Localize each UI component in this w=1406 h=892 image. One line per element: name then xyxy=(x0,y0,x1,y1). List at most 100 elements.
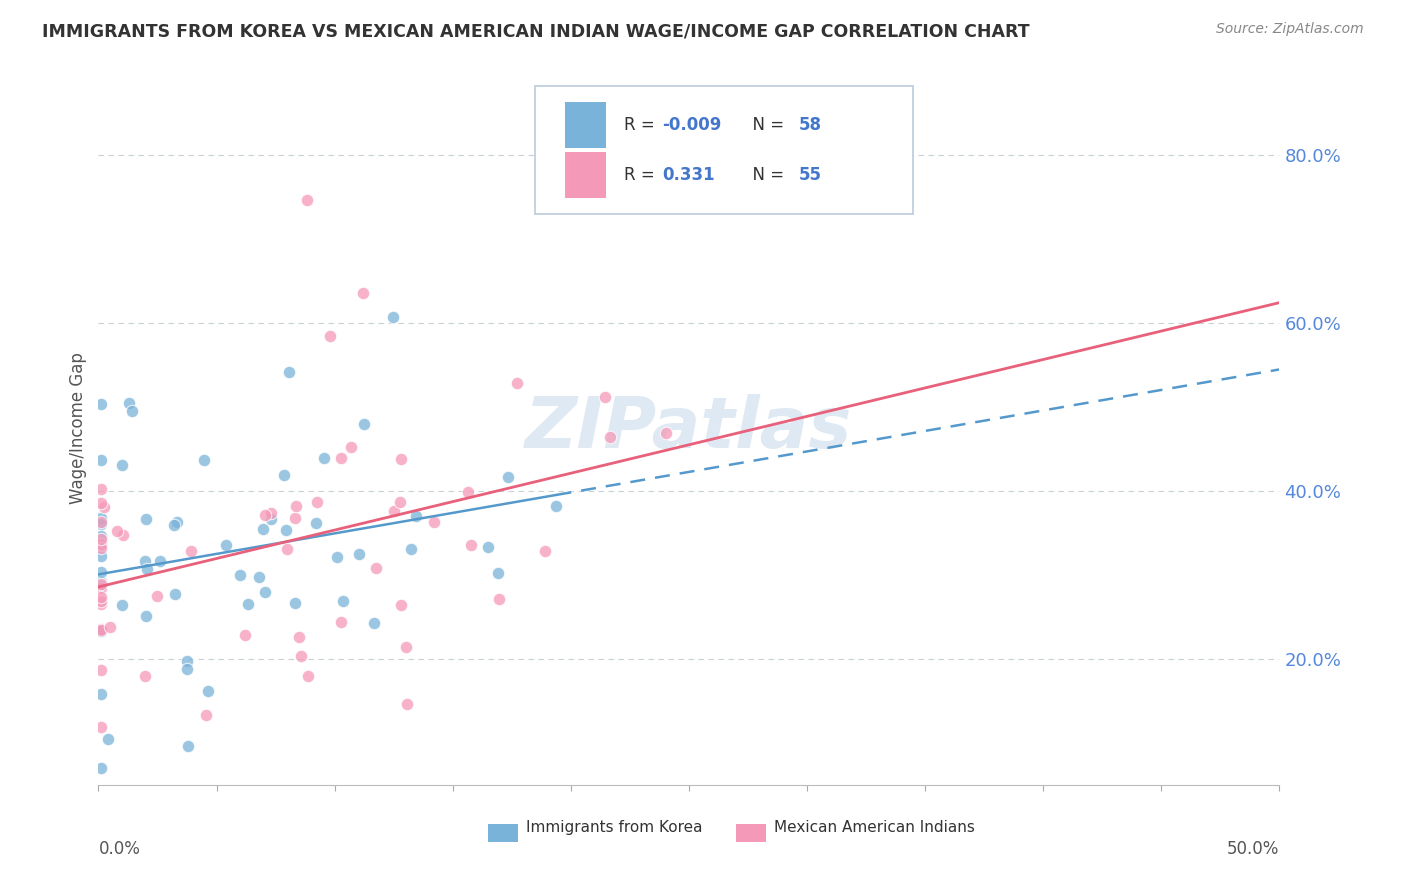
Point xyxy=(396,697,419,711)
Text: 55: 55 xyxy=(799,166,821,184)
Point xyxy=(496,470,519,484)
Point xyxy=(90,565,112,579)
Point xyxy=(486,566,509,581)
Point xyxy=(253,508,276,522)
Point xyxy=(273,468,295,483)
Point xyxy=(347,547,370,561)
Text: IMMIGRANTS FROM KOREA VS MEXICAN AMERICAN INDIAN WAGE/INCOME GAP CORRELATION CHA: IMMIGRANTS FROM KOREA VS MEXICAN AMERICA… xyxy=(42,22,1029,40)
Point xyxy=(460,537,482,551)
Point xyxy=(90,720,112,734)
Point xyxy=(339,440,361,454)
Point xyxy=(90,482,112,496)
Point xyxy=(477,540,499,554)
Point xyxy=(506,376,529,390)
Point xyxy=(382,310,405,324)
Point xyxy=(215,538,238,552)
Point xyxy=(197,683,219,698)
Point xyxy=(423,515,446,529)
Point xyxy=(290,648,312,663)
Point xyxy=(90,511,112,525)
Point xyxy=(284,596,307,610)
Point xyxy=(90,663,112,677)
Point xyxy=(353,417,375,431)
Point xyxy=(319,329,342,343)
Text: -0.009: -0.009 xyxy=(662,116,721,134)
Point xyxy=(97,731,120,746)
Point xyxy=(236,597,259,611)
Point xyxy=(90,624,112,638)
Point xyxy=(288,631,311,645)
Point xyxy=(297,669,319,683)
Point xyxy=(546,499,568,513)
Point xyxy=(162,517,184,532)
Text: 0.331: 0.331 xyxy=(662,166,714,184)
Text: Source: ZipAtlas.com: Source: ZipAtlas.com xyxy=(1216,22,1364,37)
Text: Immigrants from Korea: Immigrants from Korea xyxy=(526,821,703,835)
Point xyxy=(297,193,319,207)
Point xyxy=(193,452,215,467)
Point xyxy=(146,590,169,604)
Point xyxy=(260,512,283,526)
Point xyxy=(112,528,135,542)
Point xyxy=(90,496,112,510)
Point xyxy=(305,516,328,530)
Bar xyxy=(488,824,517,842)
Point xyxy=(314,450,336,465)
Text: R =: R = xyxy=(624,166,659,184)
Point xyxy=(90,549,112,563)
Point xyxy=(135,609,157,624)
Point xyxy=(135,512,157,526)
Bar xyxy=(565,152,606,198)
Point xyxy=(276,541,298,556)
Point xyxy=(229,568,252,582)
Text: 58: 58 xyxy=(799,116,821,134)
Point xyxy=(93,500,115,514)
Point xyxy=(105,524,128,538)
Point xyxy=(90,452,112,467)
Point xyxy=(332,594,354,608)
Text: N =: N = xyxy=(742,116,789,134)
Point xyxy=(90,622,112,636)
Point xyxy=(90,579,112,593)
Point xyxy=(98,620,121,634)
Text: Mexican American Indians: Mexican American Indians xyxy=(773,821,974,835)
Text: R =: R = xyxy=(624,116,659,134)
Point xyxy=(534,544,557,558)
Point xyxy=(284,510,307,524)
Point xyxy=(134,668,156,682)
Point xyxy=(177,739,200,753)
Point xyxy=(90,541,112,556)
Point xyxy=(90,529,112,543)
Point xyxy=(247,570,270,584)
Point xyxy=(363,615,385,630)
Point xyxy=(90,517,112,532)
Point xyxy=(90,577,112,591)
Point xyxy=(135,562,157,576)
Point xyxy=(90,591,112,605)
Point xyxy=(90,624,112,638)
Point xyxy=(166,515,188,529)
Point xyxy=(260,506,283,520)
Point xyxy=(330,450,353,465)
Point xyxy=(180,543,202,558)
Point xyxy=(252,522,274,536)
Point xyxy=(90,576,112,591)
Point xyxy=(90,515,112,529)
FancyBboxPatch shape xyxy=(536,86,914,214)
Point xyxy=(325,550,347,565)
Point xyxy=(235,628,257,642)
Point xyxy=(352,286,374,301)
Text: 0.0%: 0.0% xyxy=(98,839,141,857)
Point xyxy=(593,390,616,404)
Point xyxy=(90,598,112,612)
Bar xyxy=(565,102,606,148)
Point xyxy=(330,615,353,629)
Point xyxy=(194,707,217,722)
Point xyxy=(90,537,112,551)
Point xyxy=(399,542,422,557)
Point xyxy=(278,365,301,379)
Point xyxy=(388,495,411,509)
Point xyxy=(111,598,134,612)
Point xyxy=(90,532,112,546)
Point xyxy=(134,554,156,568)
